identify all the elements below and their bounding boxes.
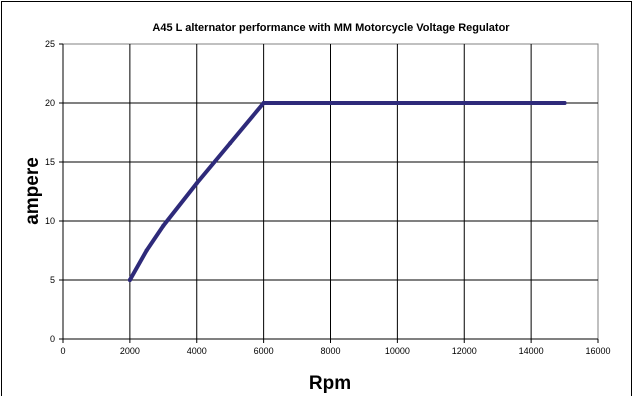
y-tick-label: 10 xyxy=(45,216,55,226)
series-layer xyxy=(127,101,567,282)
y-axis-title: ampere xyxy=(22,157,43,225)
y-tick-label: 20 xyxy=(45,98,55,108)
data-point xyxy=(127,278,132,282)
data-point xyxy=(228,141,233,146)
chart-title: A45 L alternator performance with MM Mot… xyxy=(152,22,510,34)
x-tick-label: 14000 xyxy=(519,346,544,356)
y-tick-label: 5 xyxy=(50,275,55,285)
data-point xyxy=(328,101,333,105)
tick-labels: 0 2000 4000 6000 8000 10000 12000 14000 16000 0 5 1… xyxy=(45,39,611,356)
x-tick-label: 2000 xyxy=(120,346,140,356)
data-point xyxy=(395,101,400,105)
x-tick-label: 12000 xyxy=(452,346,477,356)
data-point xyxy=(462,101,467,105)
grid-lines xyxy=(63,44,598,339)
data-point xyxy=(144,248,149,253)
x-tick-label: 16000 xyxy=(585,346,610,356)
data-point xyxy=(562,101,567,105)
data-point xyxy=(161,223,166,228)
data-point xyxy=(529,101,534,105)
axes xyxy=(59,43,599,343)
x-tick-label: 0 xyxy=(60,346,65,356)
x-axis-title: Rpm xyxy=(309,373,351,394)
x-tick-label: 8000 xyxy=(320,346,340,356)
x-tick-label: 4000 xyxy=(187,346,207,356)
x-tick-label: 10000 xyxy=(385,346,410,356)
data-point xyxy=(194,181,199,186)
data-point xyxy=(261,101,266,105)
y-tick-label: 15 xyxy=(45,157,55,167)
y-tick-label: 0 xyxy=(50,334,55,344)
y-tick-label: 25 xyxy=(45,39,55,49)
x-tick-label: 6000 xyxy=(254,346,274,356)
